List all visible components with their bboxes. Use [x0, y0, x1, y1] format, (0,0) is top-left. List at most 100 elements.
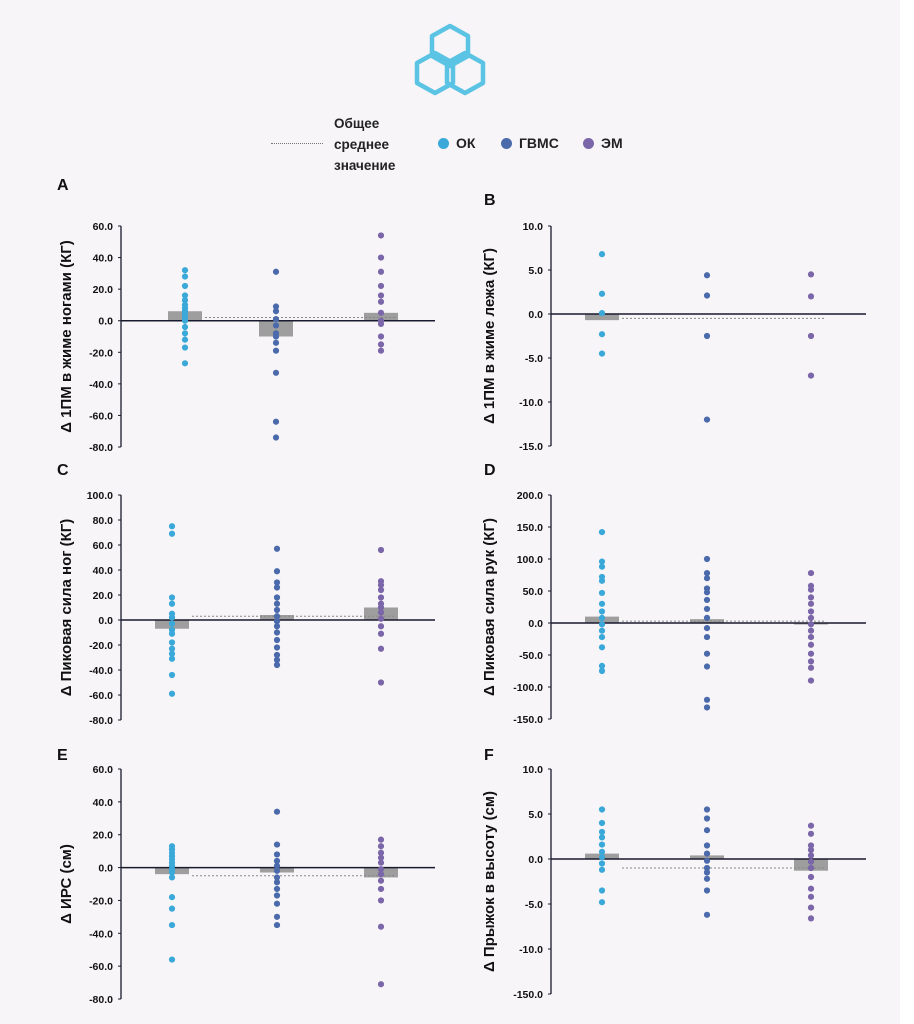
- panel-d-point-ok: [598, 529, 606, 536]
- panel-a-point-em: [377, 268, 385, 275]
- panel-e-tick-label: -40.0: [89, 928, 113, 940]
- legend-item-gvms: ГВМС: [501, 135, 559, 151]
- panel-f-point-ok: [598, 887, 606, 894]
- panel-f-mean-bar-gvms: [690, 855, 724, 859]
- panel-c-point-gvms: [273, 629, 281, 636]
- panel-d-point-gvms: [703, 614, 711, 621]
- panel-a-point-gvms: [272, 308, 280, 315]
- panel-f-point-em: [807, 852, 815, 859]
- panel-e-point-em: [377, 836, 385, 843]
- panel-a-point-gvms: [272, 268, 280, 275]
- panel-b-tick-label: -15.0: [519, 441, 543, 453]
- panel-c-point-gvms: [273, 606, 281, 614]
- panel-b-point-em: [807, 271, 815, 278]
- panel-f-point-ok: [598, 848, 606, 855]
- panel-a-point-ok: [181, 317, 189, 324]
- panel-d-tick-label: 200.0: [517, 490, 543, 502]
- panel-b-tick-label: -10.0: [519, 397, 543, 409]
- panel-d-point-em: [807, 594, 815, 601]
- panel-f-tick-label: -10.0: [519, 944, 543, 956]
- panel-f-point-ok: [598, 854, 606, 861]
- panel-c-tick-label: -40.0: [89, 665, 113, 677]
- panel-d-point-gvms: [703, 575, 711, 582]
- panel-e-tick-label: -20.0: [89, 895, 113, 907]
- legend-item-em: ЭМ: [583, 135, 623, 151]
- panel-e-tick-label: -80.0: [89, 994, 113, 1006]
- panel-a-point-em: [377, 320, 385, 327]
- panel-d-point-em: [807, 608, 815, 615]
- panel-d-point-em: [807, 641, 815, 648]
- panel-d-point-em: [807, 677, 815, 684]
- panel-a-point-em: [377, 292, 385, 299]
- panel-c-point-gvms: [273, 618, 281, 625]
- panel-a-point-gvms: [272, 339, 280, 346]
- panel-d-point-em: [807, 627, 815, 634]
- panel-e-point-em: [377, 885, 385, 893]
- panel-e-point-em: [377, 843, 385, 850]
- panel-c-tick-label: 0.0: [98, 615, 113, 627]
- panel-b-point-ok: [598, 350, 606, 357]
- logo-shape: [414, 23, 486, 96]
- panel-e-point-gvms: [273, 885, 281, 893]
- panel-d-tick-label: 100.0: [517, 554, 543, 566]
- panel-d-point-gvms: [703, 696, 711, 703]
- panel-d-point-gvms: [703, 633, 711, 641]
- panel-c-point-ok: [168, 620, 176, 627]
- panel-f-tick-label: -5.0: [525, 899, 543, 911]
- panel-b-tick-label: 5.0: [528, 265, 543, 277]
- panel-f-tick-label: 0.0: [528, 854, 543, 866]
- panel-d-point-ok: [598, 600, 606, 607]
- panel-d-point-em: [807, 569, 815, 577]
- panel-e-tick-label: 0.0: [98, 863, 113, 875]
- panel-e-point-em: [377, 866, 385, 873]
- panel-e-point-gvms: [273, 862, 281, 870]
- panel-c-point-ok: [168, 639, 176, 646]
- panel-e-tick-label: 20.0: [93, 830, 114, 842]
- panel-d-point-ok: [598, 614, 606, 621]
- panel-c-point-gvms: [273, 584, 281, 591]
- panel-a-tick-label: -60.0: [89, 410, 113, 422]
- panel-c-point-gvms: [273, 579, 281, 586]
- panel-f-point-gvms: [703, 850, 711, 857]
- panel-f-point-ok: [598, 899, 606, 906]
- panel-c-point-em: [377, 546, 385, 554]
- panel-c-point-ok: [168, 594, 176, 601]
- panel-e-tick-label: -60.0: [89, 961, 113, 973]
- panel-c-point-em: [377, 623, 385, 630]
- panel-f-point-gvms: [703, 864, 711, 872]
- panel-e-point-gvms: [273, 900, 281, 907]
- panel-a-tick-label: -40.0: [89, 379, 113, 391]
- panel-a-tick-label: 20.0: [93, 284, 114, 296]
- panel-d-point-em: [807, 586, 815, 593]
- panel-c-point-gvms: [273, 613, 281, 620]
- panel-d-point-em: [807, 621, 815, 628]
- panel-a-tick-label: -20.0: [89, 347, 113, 359]
- panel-a-point-gvms: [272, 316, 280, 323]
- panel-e-point-em: [377, 877, 385, 884]
- panel-b-point-gvms: [703, 272, 711, 279]
- panel-f-point-em: [807, 846, 815, 854]
- panel-e-point-gvms: [273, 857, 281, 865]
- panel-b-point-em: [807, 332, 815, 340]
- panel-e-point-em: [377, 849, 385, 856]
- panel-b-point-ok: [598, 251, 606, 258]
- panel-f-point-ok: [598, 806, 606, 813]
- panel-c-point-em: [377, 594, 385, 601]
- panel-c-point-gvms: [273, 651, 281, 659]
- panel-f-point-em: [807, 904, 815, 911]
- panel-e-point-gvms: [273, 892, 281, 899]
- panel-e-point-gvms: [273, 841, 281, 848]
- panel-e-point-ok: [168, 894, 176, 901]
- legend-item-ok: ОК: [438, 135, 475, 151]
- panel-e-point-ok: [168, 869, 176, 876]
- panel-f-point-ok: [598, 866, 606, 873]
- panel-d-letter: D: [484, 462, 496, 479]
- panel-d-point-ok: [598, 662, 606, 669]
- panel-d-tick-label: -50.0: [519, 650, 543, 662]
- panel-f-mean-bar-em: [794, 859, 828, 871]
- panel-a-tick-label: 0.0: [98, 316, 113, 328]
- panel-c-ylabel: Δ Пиковая сила ног (КГ): [58, 519, 75, 697]
- panel-c-point-ok: [168, 630, 176, 637]
- panel-c-point-gvms: [273, 600, 281, 607]
